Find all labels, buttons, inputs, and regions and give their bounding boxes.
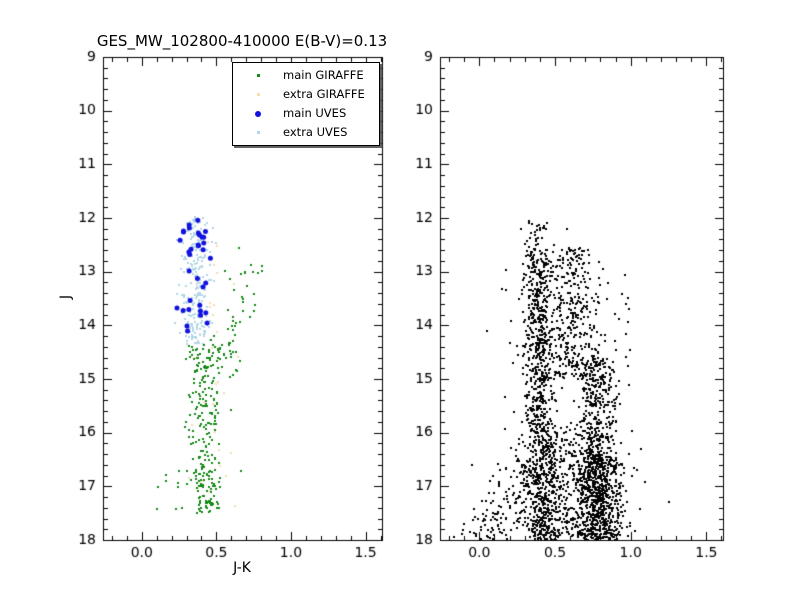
legend-label: extra GIRAFFE xyxy=(283,86,365,101)
legend-item: main UVES xyxy=(233,104,379,123)
legend-marker-square-icon xyxy=(233,93,283,96)
legend-marker-square-icon xyxy=(233,131,283,134)
legend-item: extra GIRAFFE xyxy=(233,85,379,104)
legend-item: main GIRAFFE xyxy=(233,66,379,85)
legend-marker-circle-icon xyxy=(233,110,283,117)
legend-item: extra UVES xyxy=(233,123,379,142)
legend-label: extra UVES xyxy=(283,124,348,139)
y-axis-label: J xyxy=(58,294,74,300)
legend: main GIRAFFE extra GIRAFFE main UVES extra … xyxy=(232,62,380,146)
legend-label: main GIRAFFE xyxy=(283,67,364,82)
legend-marker-square-icon xyxy=(233,74,283,77)
plot-title: GES_MW_102800-410000 E(B-V)=0.13 xyxy=(96,32,388,50)
legend-label: main UVES xyxy=(283,105,347,120)
x-axis-label: J-K xyxy=(233,560,251,576)
